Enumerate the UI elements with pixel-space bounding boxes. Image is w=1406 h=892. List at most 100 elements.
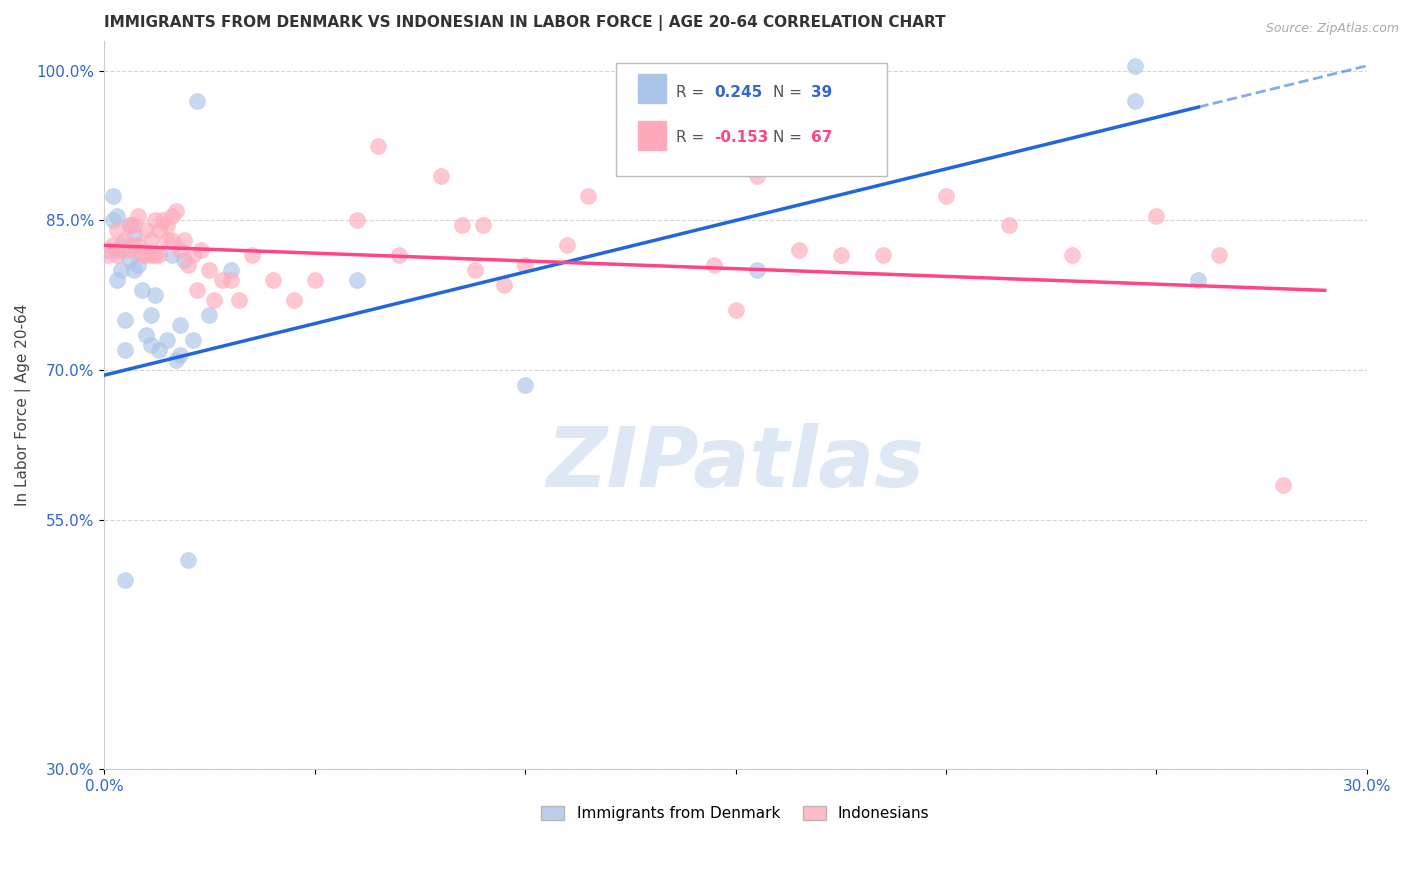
Point bbox=[101, 188, 124, 202]
Point bbox=[262, 273, 284, 287]
Point bbox=[304, 273, 326, 287]
FancyBboxPatch shape bbox=[616, 62, 887, 176]
Point bbox=[1271, 478, 1294, 492]
Point bbox=[135, 223, 157, 237]
Point bbox=[165, 203, 187, 218]
Point bbox=[160, 209, 183, 223]
Text: ZIPatlas: ZIPatlas bbox=[547, 423, 925, 504]
Point bbox=[198, 308, 221, 322]
Point bbox=[131, 283, 153, 297]
Point bbox=[97, 244, 120, 258]
Point bbox=[101, 238, 124, 252]
Point bbox=[169, 348, 191, 362]
Point bbox=[219, 263, 242, 277]
Point bbox=[110, 238, 132, 252]
Point bbox=[177, 259, 200, 273]
Point bbox=[388, 248, 411, 262]
Point bbox=[122, 238, 145, 252]
Point bbox=[114, 573, 136, 587]
Text: Source: ZipAtlas.com: Source: ZipAtlas.com bbox=[1265, 22, 1399, 36]
Point bbox=[513, 378, 536, 392]
Point bbox=[114, 234, 136, 248]
Point bbox=[122, 228, 145, 243]
Point bbox=[118, 244, 141, 258]
Point bbox=[1123, 94, 1146, 108]
Point bbox=[97, 248, 120, 262]
Point bbox=[198, 263, 221, 277]
Point bbox=[513, 259, 536, 273]
Text: 67: 67 bbox=[811, 130, 832, 145]
Text: IMMIGRANTS FROM DENMARK VS INDONESIAN IN LABOR FORCE | AGE 20-64 CORRELATION CHA: IMMIGRANTS FROM DENMARK VS INDONESIAN IN… bbox=[104, 15, 946, 31]
Point bbox=[1208, 248, 1230, 262]
Point bbox=[186, 283, 208, 297]
Point bbox=[143, 248, 166, 262]
Point bbox=[110, 263, 132, 277]
Point bbox=[1144, 209, 1167, 223]
Point bbox=[787, 244, 810, 258]
Point bbox=[430, 169, 453, 183]
Point bbox=[724, 303, 747, 318]
Point bbox=[494, 278, 516, 293]
Point bbox=[156, 219, 179, 233]
Point bbox=[105, 248, 128, 262]
Point bbox=[160, 248, 183, 262]
Point bbox=[156, 234, 179, 248]
Point bbox=[105, 209, 128, 223]
Point bbox=[105, 273, 128, 287]
Point bbox=[219, 273, 242, 287]
Point bbox=[148, 343, 170, 358]
Point bbox=[181, 333, 204, 347]
Point bbox=[190, 244, 212, 258]
Point bbox=[464, 263, 486, 277]
Point bbox=[127, 238, 149, 252]
Point bbox=[114, 313, 136, 327]
Point bbox=[346, 213, 368, 227]
Text: N =: N = bbox=[773, 85, 807, 100]
Point bbox=[703, 259, 725, 273]
Point bbox=[148, 223, 170, 237]
Legend: Immigrants from Denmark, Indonesians: Immigrants from Denmark, Indonesians bbox=[536, 800, 936, 827]
Point bbox=[118, 219, 141, 233]
Point bbox=[169, 318, 191, 333]
Point bbox=[283, 293, 305, 308]
Point bbox=[367, 138, 389, 153]
Text: 39: 39 bbox=[811, 85, 832, 100]
Text: -0.153: -0.153 bbox=[714, 130, 769, 145]
Point bbox=[139, 308, 162, 322]
Point bbox=[118, 219, 141, 233]
Point bbox=[160, 234, 183, 248]
Point bbox=[346, 273, 368, 287]
Point bbox=[143, 213, 166, 227]
Point bbox=[1123, 59, 1146, 73]
Bar bbox=[638, 74, 666, 103]
Point bbox=[152, 213, 174, 227]
Point bbox=[110, 244, 132, 258]
Point bbox=[935, 188, 957, 202]
Point bbox=[148, 248, 170, 262]
Point bbox=[181, 248, 204, 262]
Point bbox=[472, 219, 495, 233]
Point bbox=[240, 248, 263, 262]
Point bbox=[745, 169, 768, 183]
Point bbox=[202, 293, 225, 308]
Point bbox=[135, 328, 157, 343]
Point bbox=[122, 219, 145, 233]
Point bbox=[118, 253, 141, 268]
Text: N =: N = bbox=[773, 130, 807, 145]
Point bbox=[177, 553, 200, 567]
Point bbox=[998, 219, 1021, 233]
Point bbox=[139, 234, 162, 248]
Bar bbox=[638, 121, 666, 150]
Text: R =: R = bbox=[676, 130, 709, 145]
Point bbox=[228, 293, 250, 308]
Text: R =: R = bbox=[676, 85, 709, 100]
Point bbox=[169, 244, 191, 258]
Y-axis label: In Labor Force | Age 20-64: In Labor Force | Age 20-64 bbox=[15, 304, 31, 507]
Point bbox=[186, 94, 208, 108]
Point bbox=[114, 343, 136, 358]
Point bbox=[640, 153, 662, 168]
Point bbox=[173, 234, 195, 248]
Point bbox=[165, 353, 187, 368]
Point bbox=[1187, 273, 1209, 287]
Point bbox=[105, 223, 128, 237]
